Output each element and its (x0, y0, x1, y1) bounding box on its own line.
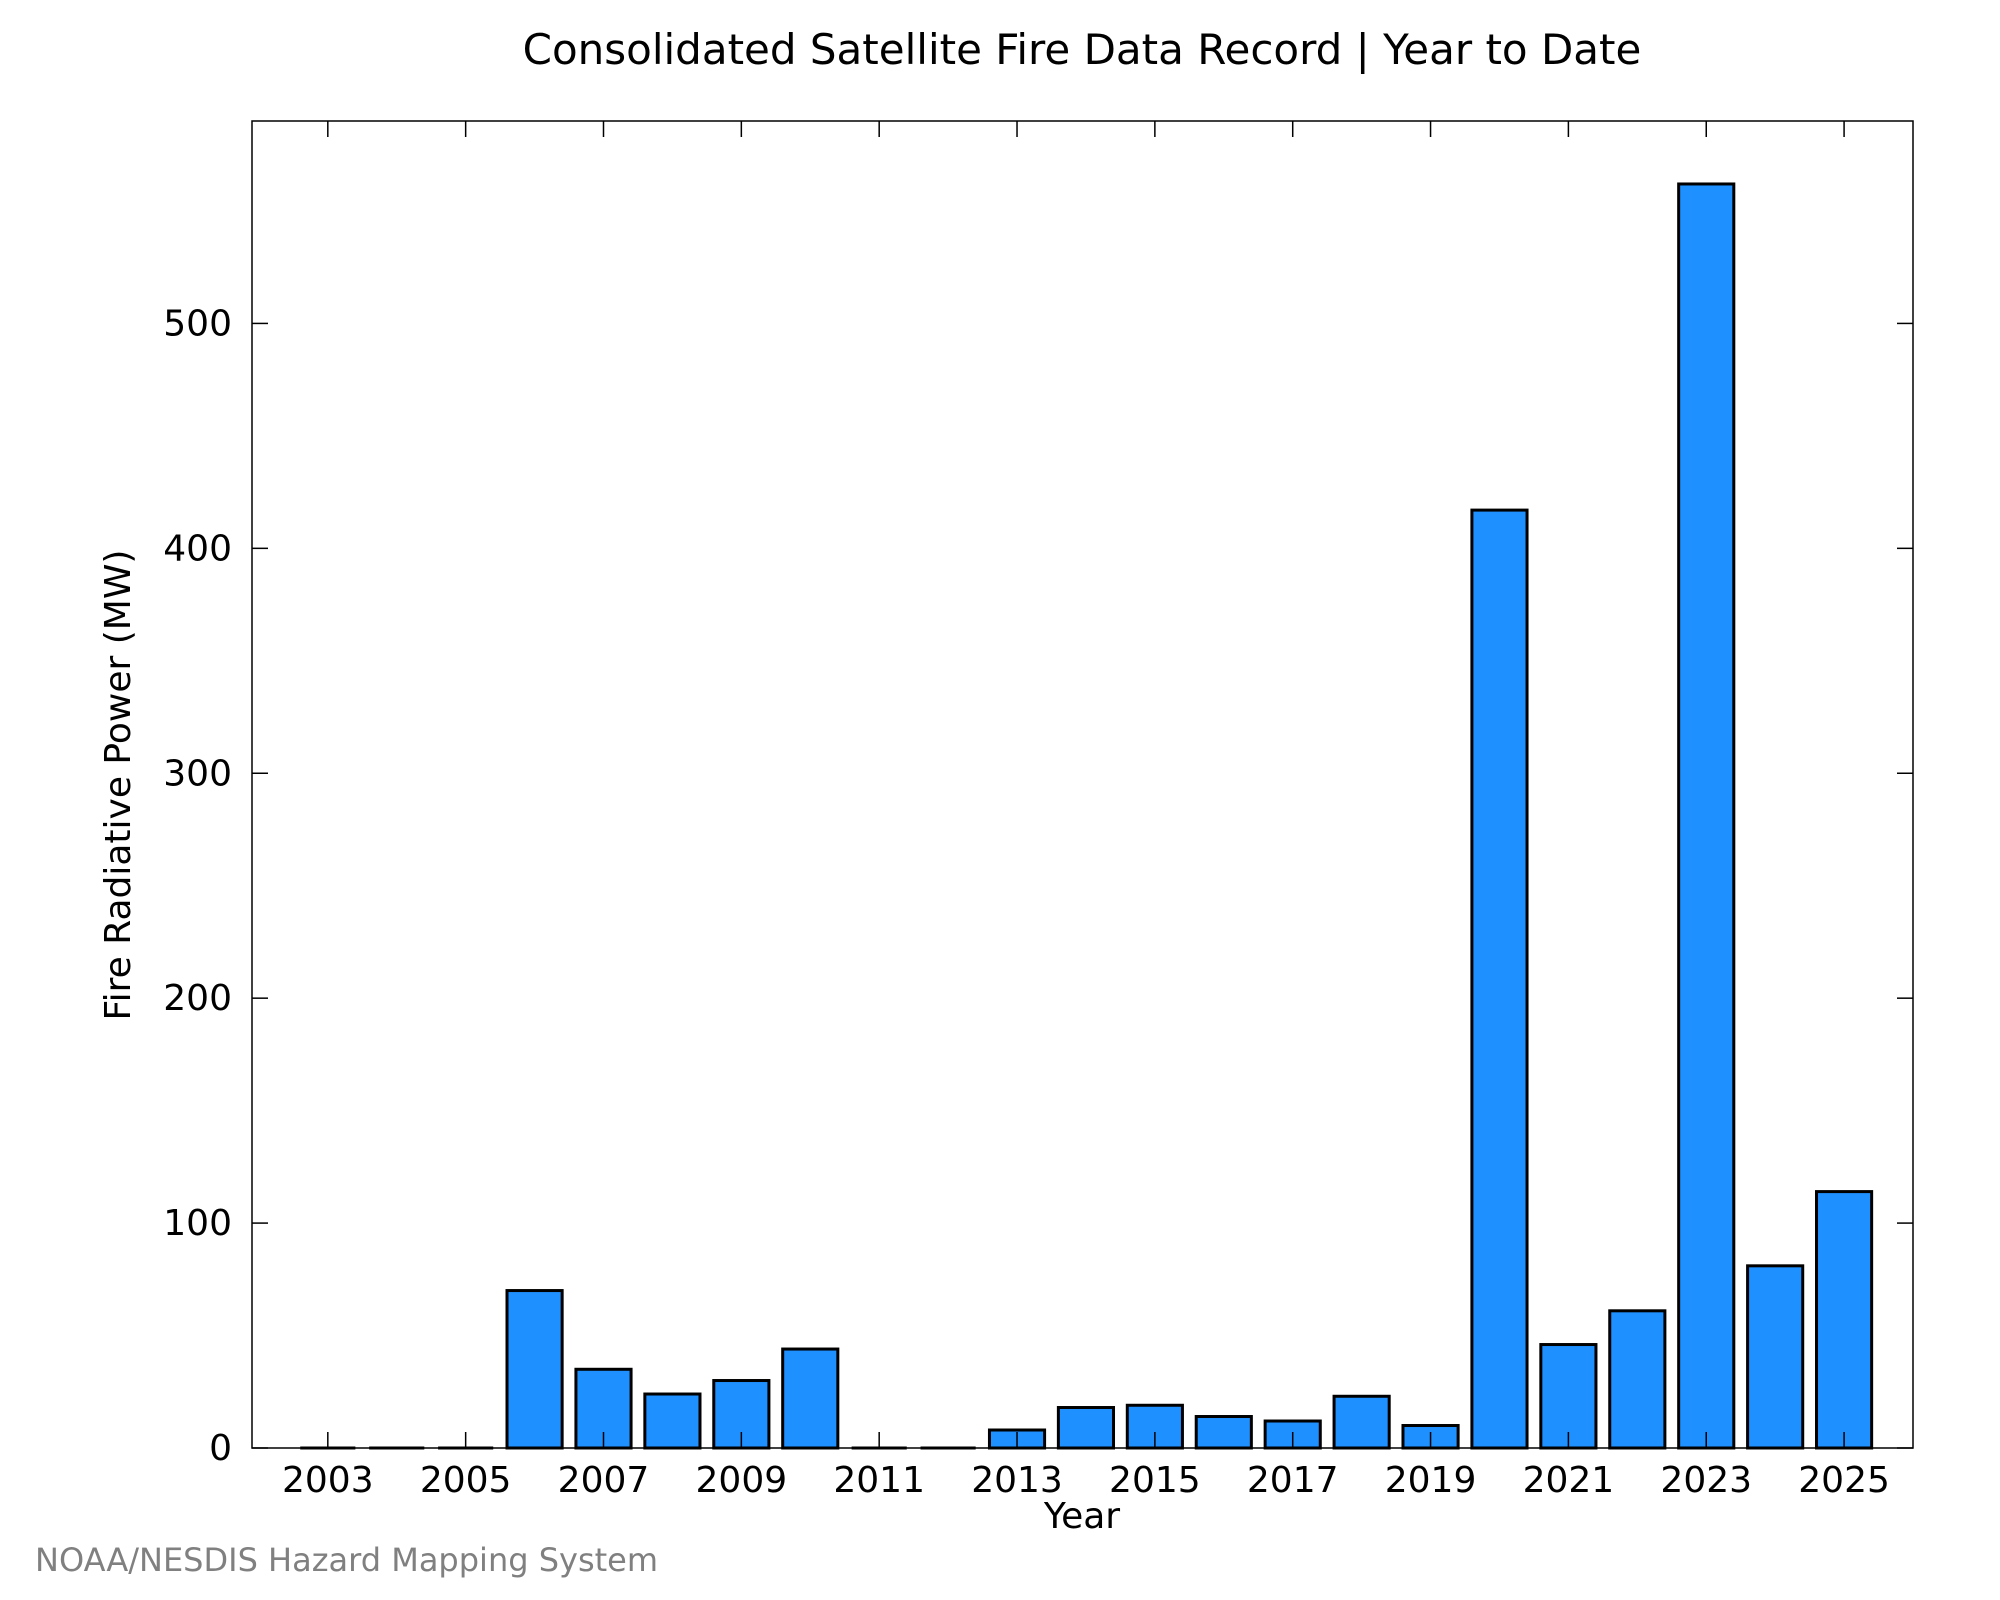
y-tick-label-500: 500 (163, 303, 232, 344)
bar-2015 (1125, 1403, 1184, 1450)
bar-2016 (1194, 1415, 1253, 1450)
bar-2023 (1677, 182, 1736, 1450)
x-tick-label-2007: 2007 (558, 1460, 650, 1501)
y-tick-label-100: 100 (163, 1203, 232, 1244)
bar-2006 (505, 1289, 564, 1450)
bar-2008 (643, 1392, 702, 1450)
x-tick-label-2011: 2011 (833, 1460, 925, 1501)
credit-text: NOAA/NESDIS Hazard Mapping System (35, 1541, 658, 1579)
y-tick-label-0: 0 (209, 1428, 232, 1469)
y-tick-label-200: 200 (163, 978, 232, 1019)
bars (300, 182, 1874, 1450)
x-tick-label-2023: 2023 (1660, 1460, 1752, 1501)
chart-title: Consolidated Satellite Fire Data Record … (523, 25, 1642, 74)
x-tick-label-2015: 2015 (1109, 1460, 1201, 1501)
bar-2024 (1746, 1264, 1805, 1450)
x-axis-label: Year (1043, 1496, 1120, 1537)
bar-2018 (1332, 1394, 1391, 1450)
x-tick-label-2005: 2005 (420, 1460, 512, 1501)
bar-2020 (1470, 508, 1529, 1450)
bar-2014 (1056, 1406, 1116, 1450)
bar-2010 (781, 1347, 840, 1450)
x-tick-label-2019: 2019 (1385, 1460, 1477, 1501)
y-tick-label-300: 300 (163, 753, 232, 794)
x-tick-label-2025: 2025 (1798, 1460, 1890, 1501)
y-axis-label: Fire Radiative Power (MW) (98, 550, 139, 1021)
axis-ticks: 2003 2005 2007 2009 2011 2013 2015 2017 2019 2021… (163, 121, 1913, 1501)
y-tick-label-400: 400 (163, 528, 232, 569)
x-tick-label-2009: 2009 (696, 1460, 788, 1501)
bar-2022 (1608, 1309, 1667, 1450)
x-tick-label-2021: 2021 (1523, 1460, 1615, 1501)
bar-2025 (1815, 1190, 1874, 1450)
bar-2021 (1539, 1343, 1598, 1450)
x-tick-label-2017: 2017 (1247, 1460, 1339, 1501)
x-tick-label-2013: 2013 (971, 1460, 1063, 1501)
x-tick-label-2003: 2003 (282, 1460, 374, 1501)
plot-frame (251, 120, 1914, 1449)
